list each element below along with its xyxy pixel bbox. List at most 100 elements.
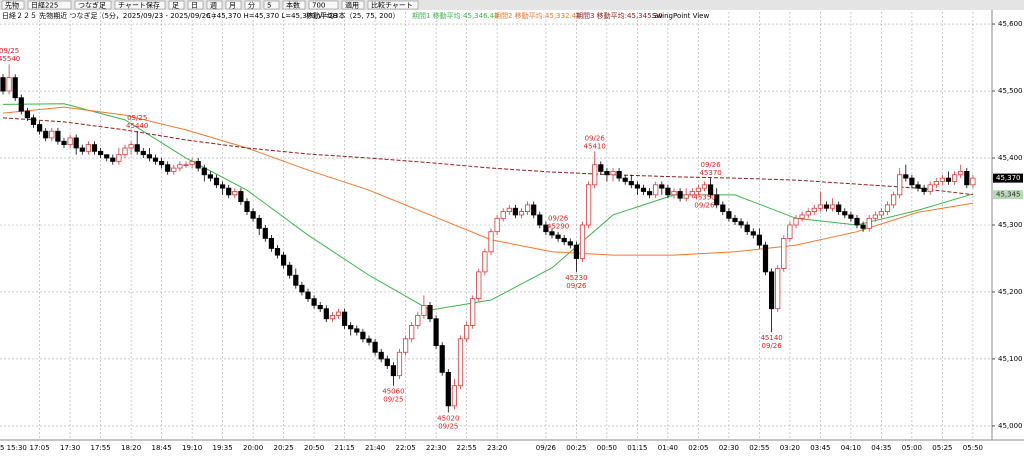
candle-body [494,217,500,233]
candle-body [384,358,390,367]
ma-title: 移動平均3本（25, 75, 200） [306,11,400,20]
candle-body [79,147,85,152]
x-tick-label: 22:55 [457,444,477,452]
candle-body [116,154,122,162]
toolbar-button[interactable] [308,0,339,10]
x-tick-label: 23:20 [487,444,507,452]
candle-body [85,144,91,152]
toolbar-button[interactable] [341,0,365,10]
x-tick-label: 18:20 [121,444,141,452]
candle-body [463,325,470,340]
candle-body [91,144,98,152]
candle-body [6,77,12,92]
toolbar-button[interactable] [225,0,242,10]
toolbar-button[interactable] [282,0,306,10]
candle-body [506,207,512,212]
candle-body [628,181,634,186]
candle-body [878,211,885,216]
x-tick-label: 21:40 [365,444,385,452]
toolbar-button[interactable] [187,0,204,10]
candle-body [537,214,543,226]
candle-body [30,117,37,125]
x-tick-label: 21:15 [335,444,355,452]
toolbar-button[interactable] [114,0,166,10]
candle-body [433,318,439,346]
candle-body [695,187,702,192]
candle-body [671,191,677,196]
candle-body [366,338,372,343]
x-tick-label: 22:05 [396,444,416,452]
candle-body [775,268,781,310]
candle-body [573,244,580,259]
swing-value: 45540 [0,55,20,63]
candle-body [238,191,244,202]
candle-body [543,224,549,233]
candle-body [799,214,805,219]
candle-body [482,251,488,273]
candle-body [647,191,653,196]
grid [0,12,995,440]
candle-body [451,385,458,407]
y-tick-label: 45,500 [998,87,1023,95]
candle-body [933,181,939,186]
swing-date: 09/26 [694,202,715,210]
candle-body [470,298,476,326]
candle-body [884,204,891,212]
candle-body [415,315,421,326]
candle-body [274,248,281,256]
x-tick-label: 20:00 [243,444,263,452]
toolbar-button[interactable] [367,0,419,10]
candle-body [390,365,397,377]
swing-value: 45440 [126,122,148,130]
candle-body [323,308,329,320]
x-tick-label: 17:55 [91,444,111,452]
toolbar-label: 分 [248,1,255,10]
swing-value: 45060 [382,388,404,396]
x-tick-label: 03:20 [780,444,800,452]
candle-body [860,224,866,229]
candle-body [726,211,732,219]
y-tick-label: 45,600 [998,20,1023,28]
toolbar-label: 月 [229,2,236,10]
candle-body [500,211,506,219]
candle-body [525,204,531,212]
legend-entry: 期間1 移動平均:45,346.40 [412,11,499,20]
candle-body [561,237,567,243]
candle-body [854,217,860,226]
candle-body [61,140,67,146]
toolbar-button[interactable] [27,0,72,10]
toolbar-button[interactable] [1,0,25,10]
candle-body [964,171,970,186]
candle-body [402,338,409,353]
swing-value: 45290 [547,223,569,231]
candle-body [280,254,287,266]
moving-average-line [2,117,973,196]
swing-value: 45140 [760,334,782,342]
moving-average-line [2,103,974,311]
candle-body [610,171,616,176]
candle-body [915,184,921,189]
toolbar-button[interactable] [244,0,261,10]
candle-body [360,331,366,340]
candle-body [226,187,232,196]
candle-body [0,77,6,92]
candle-body [805,211,811,216]
toolbar-button[interactable] [74,0,112,10]
x-tick-label: 03:45 [810,444,830,452]
x-tick-label: 04:35 [871,444,891,452]
y-tick-label: 45,100 [998,355,1023,363]
swing-date: 09/25 [0,47,19,55]
toolbar-button[interactable] [263,0,280,10]
candle-body [793,217,799,226]
toolbar-button[interactable] [206,0,223,10]
x-tick-label: 5 15:30 [0,444,27,452]
candle-body [427,304,433,320]
candle-body [219,184,226,189]
candle-body [250,211,256,219]
toolbar-button[interactable] [168,0,185,10]
candle-body [598,164,604,172]
candle-body [317,304,323,310]
toolbar [0,0,1024,10]
toolbar-label: 適用 [345,1,359,10]
